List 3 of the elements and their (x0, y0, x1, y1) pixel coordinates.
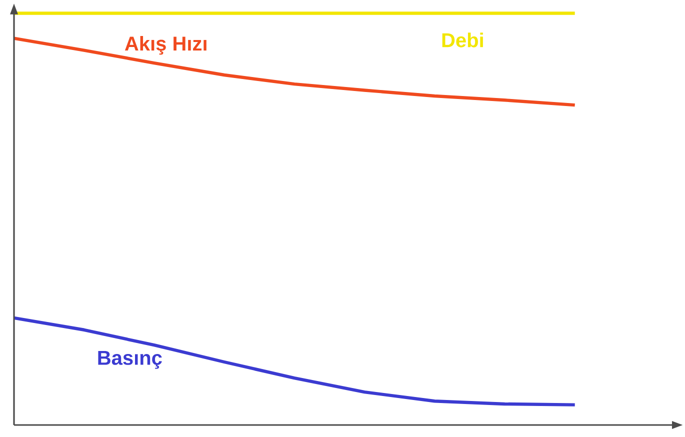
series-label: Akış Hızı (124, 36, 206, 55)
series-label: Debi (442, 32, 483, 48)
series-label: Basınç (98, 350, 162, 369)
